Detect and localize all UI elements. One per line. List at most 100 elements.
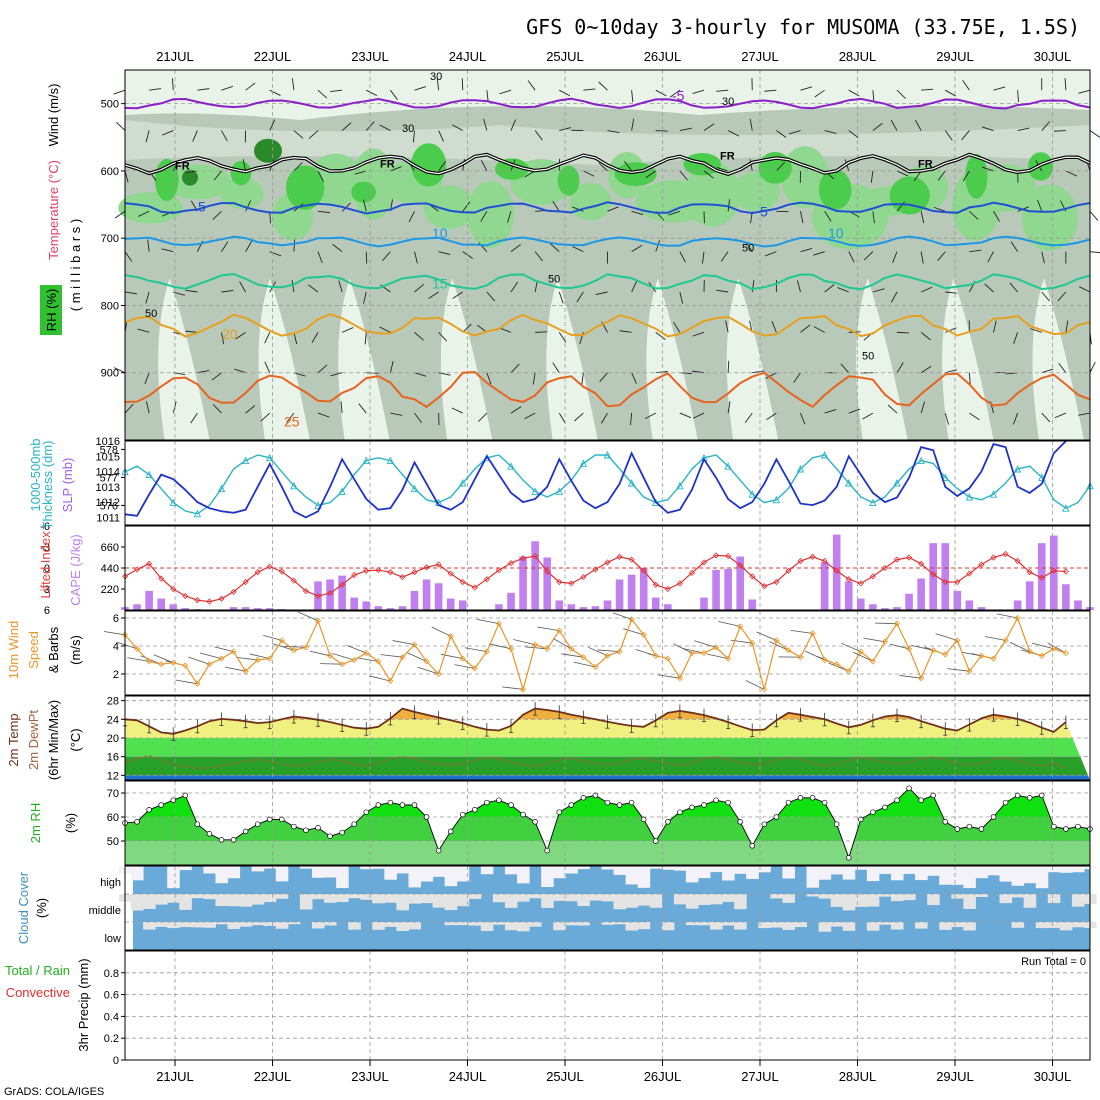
thickness-point: [531, 487, 539, 495]
wind-barb: [414, 283, 425, 293]
date-label-top: 22JUL: [254, 49, 292, 64]
lifted-tick-label: 0: [44, 563, 50, 575]
cloud-clear-cell: [311, 922, 325, 929]
wind-barb: [264, 332, 271, 344]
wind-barb: [701, 251, 705, 264]
wind-speed-point: [821, 656, 828, 664]
rh-point: [749, 843, 755, 849]
cloud-clear-cell: [311, 866, 325, 878]
wind-speed-point: [158, 661, 165, 668]
wind-barb: [863, 251, 874, 261]
wind-barb: [1089, 130, 1100, 138]
lifted-index-point: [519, 555, 527, 562]
thickness-point: [627, 478, 636, 487]
freezing-level-label: FR: [918, 159, 933, 171]
thickness-point: [362, 456, 370, 465]
wind-speed-point: [375, 658, 382, 665]
wind-barb: [679, 291, 684, 304]
wind-barb: [914, 119, 922, 131]
wind-barb: [461, 78, 464, 91]
cloud-clear-cell: [263, 922, 277, 926]
wind-barb: [600, 412, 608, 424]
wind-barb: [572, 206, 584, 212]
cloud-clear-cell: [782, 922, 795, 930]
wind-barb: [452, 291, 463, 299]
cloud-clear-cell: [842, 866, 856, 880]
wind-speed-point: [495, 620, 503, 627]
cloud-clear-cell: [541, 894, 554, 908]
wind-speed-point: [206, 661, 213, 668]
wind-speed-point: [170, 659, 177, 666]
cape-bar: [338, 575, 346, 610]
cloud-clear-cell: [1011, 922, 1025, 928]
rh-point: [230, 837, 237, 843]
lifted-index-point: [507, 560, 515, 567]
wind-barb-10m: [431, 626, 451, 637]
dewpt-line: [124, 755, 1067, 769]
cloud-clear-cell: [504, 922, 518, 931]
rh-point: [677, 809, 683, 815]
wind-barb: [727, 401, 731, 414]
wind-barb-10m: [346, 644, 367, 654]
rh-point: [182, 792, 189, 799]
rh-point: [737, 819, 743, 825]
rh-point: [761, 821, 768, 827]
cape-bar: [567, 604, 576, 610]
wind-barb: [1065, 320, 1069, 333]
wind-barb-10m: [682, 647, 705, 654]
wind-barb: [824, 409, 837, 414]
rh-point: [592, 792, 599, 799]
cloud-clear-cell: [770, 922, 783, 928]
wind-barb: [364, 332, 367, 345]
wind-barb: [984, 283, 994, 293]
lifted-index-point: [845, 576, 852, 583]
y-tick-label: 0.6: [104, 990, 119, 1002]
cloud-clear-cell: [673, 866, 687, 871]
cloud-clear-cell: [565, 866, 578, 874]
wind-barb: [669, 89, 681, 98]
wind-barb: [920, 401, 926, 414]
wind-speed-point: [881, 638, 889, 645]
cloud-clear-cell: [420, 894, 434, 904]
rh-point: [568, 802, 575, 808]
cloud-clear-cell: [577, 894, 590, 907]
y-tick-label: 0.4: [104, 1011, 119, 1023]
y-tick-label: 4: [113, 641, 119, 653]
wind-barb: [583, 170, 595, 177]
cloud-clear-cell: [456, 866, 470, 882]
wind-barb: [242, 159, 247, 172]
rh-point: [544, 847, 550, 854]
wind-barb-10m: [320, 663, 343, 665]
wind-barb: [414, 86, 427, 91]
rh-point: [242, 828, 249, 835]
wind-barb: [945, 327, 957, 333]
wind-barb-10m: [573, 661, 596, 668]
wind-speed-point: [1038, 652, 1045, 659]
lifted-index-point: [1038, 574, 1045, 581]
wind-barb: [937, 251, 946, 262]
wind-barb: [185, 330, 198, 333]
rh-point: [966, 823, 973, 830]
temperature-contour: [124, 201, 1091, 215]
cloud-clear-cell: [830, 866, 844, 875]
lifted-index-point: [495, 567, 503, 574]
rh-point: [1026, 795, 1033, 801]
wind-barb: [330, 89, 343, 93]
cloud-clear-cell: [1047, 922, 1061, 929]
cloud-clear-cell: [408, 922, 422, 930]
cape-bar: [748, 599, 757, 610]
wind-barb: [848, 89, 860, 97]
cloud-clear-cell: [951, 894, 964, 899]
wind10m-panel: 2 4 6: [104, 610, 1091, 696]
thickness-point: [338, 487, 346, 495]
thickness-point: [869, 498, 877, 507]
cloud-clear-cell: [794, 922, 808, 928]
temp2m-panel: 12 16 20 24 28: [107, 695, 1091, 782]
wind-barb: [599, 372, 608, 383]
wind-barb-10m: [249, 653, 270, 659]
wind-barb: [1057, 291, 1067, 302]
thickness-axis-title: 1000-500mb: [28, 439, 43, 512]
temp-line: [124, 707, 1067, 735]
precip-panel: 0 0.2 0.4 0.6 0.8: [104, 950, 1091, 1067]
wind-speed-point: [700, 649, 708, 657]
